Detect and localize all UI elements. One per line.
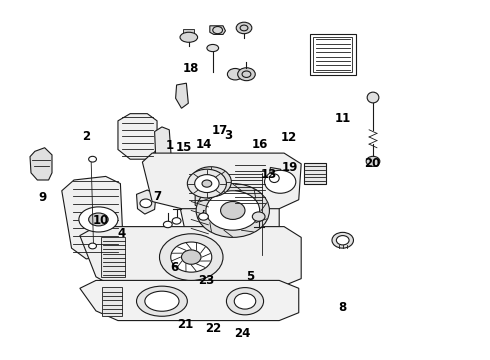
Ellipse shape	[79, 207, 118, 232]
Ellipse shape	[172, 218, 181, 224]
Ellipse shape	[366, 156, 380, 166]
Ellipse shape	[137, 286, 187, 316]
Ellipse shape	[187, 169, 226, 198]
Text: 20: 20	[364, 157, 380, 170]
Text: 9: 9	[38, 192, 47, 204]
Ellipse shape	[252, 212, 265, 221]
Text: 18: 18	[183, 62, 199, 75]
Polygon shape	[183, 30, 194, 33]
Text: 1: 1	[165, 139, 173, 152]
Ellipse shape	[198, 173, 223, 191]
Text: 6: 6	[170, 261, 178, 274]
Polygon shape	[62, 176, 123, 259]
Ellipse shape	[206, 191, 260, 230]
Ellipse shape	[220, 202, 245, 220]
Polygon shape	[118, 114, 157, 159]
Polygon shape	[155, 127, 172, 169]
Polygon shape	[195, 192, 212, 211]
Text: 23: 23	[198, 274, 214, 287]
Polygon shape	[174, 169, 279, 259]
Ellipse shape	[159, 234, 223, 280]
Text: 3: 3	[224, 129, 232, 142]
Ellipse shape	[171, 242, 212, 272]
Ellipse shape	[227, 68, 243, 80]
Polygon shape	[269, 167, 282, 192]
Polygon shape	[143, 153, 301, 209]
Text: 2: 2	[82, 130, 90, 144]
Bar	[314, 37, 352, 72]
Ellipse shape	[163, 221, 172, 228]
Ellipse shape	[140, 199, 152, 208]
Polygon shape	[80, 280, 299, 320]
Ellipse shape	[195, 175, 219, 193]
Ellipse shape	[265, 170, 296, 193]
Ellipse shape	[332, 232, 353, 248]
Ellipse shape	[89, 213, 108, 226]
Ellipse shape	[336, 235, 349, 245]
Bar	[102, 287, 122, 316]
Polygon shape	[210, 26, 225, 35]
Text: 11: 11	[335, 112, 351, 125]
Text: 12: 12	[281, 131, 297, 144]
Ellipse shape	[196, 184, 270, 237]
Ellipse shape	[207, 44, 219, 51]
Ellipse shape	[270, 174, 279, 183]
Polygon shape	[137, 190, 156, 214]
Text: 4: 4	[118, 227, 126, 240]
Text: 8: 8	[339, 301, 347, 314]
Polygon shape	[304, 163, 326, 184]
Ellipse shape	[89, 156, 97, 162]
Text: 10: 10	[93, 214, 109, 227]
Ellipse shape	[181, 250, 201, 264]
Text: 5: 5	[246, 270, 254, 283]
Text: 22: 22	[206, 322, 222, 335]
Ellipse shape	[198, 213, 208, 220]
Text: 13: 13	[260, 168, 276, 181]
Ellipse shape	[367, 92, 379, 103]
Ellipse shape	[238, 68, 255, 81]
Ellipse shape	[236, 22, 252, 34]
Text: 7: 7	[153, 190, 161, 203]
Ellipse shape	[180, 32, 197, 42]
Text: 17: 17	[212, 124, 228, 137]
Bar	[101, 237, 125, 277]
Ellipse shape	[145, 291, 179, 311]
Polygon shape	[30, 148, 52, 180]
Ellipse shape	[202, 180, 212, 187]
Ellipse shape	[190, 167, 231, 197]
Ellipse shape	[89, 243, 97, 249]
Text: 19: 19	[282, 161, 298, 174]
Ellipse shape	[234, 293, 256, 309]
Text: 15: 15	[176, 141, 192, 154]
Text: 16: 16	[251, 138, 268, 150]
Ellipse shape	[226, 288, 264, 315]
Text: 14: 14	[196, 138, 212, 151]
Polygon shape	[175, 83, 188, 108]
Polygon shape	[80, 226, 301, 288]
Text: 24: 24	[234, 327, 251, 340]
Text: 21: 21	[177, 318, 194, 331]
Bar	[310, 34, 356, 75]
